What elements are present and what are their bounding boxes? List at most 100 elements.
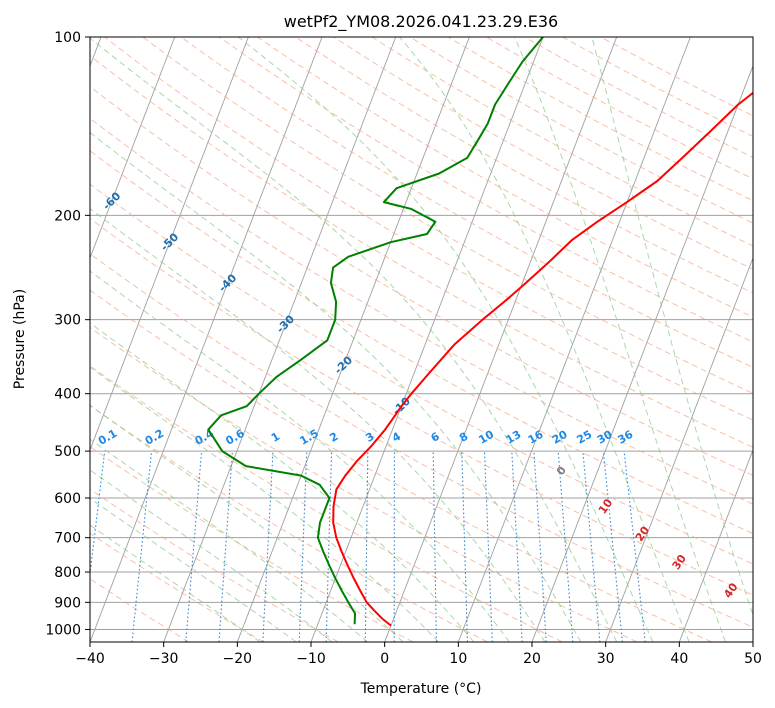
adiabat-label: 4 xyxy=(390,430,403,445)
dry-adiabat-line xyxy=(90,404,488,642)
dry-adiabat-line xyxy=(90,54,753,448)
moist-adiabat-line xyxy=(90,469,333,642)
temperature-profile xyxy=(332,91,753,627)
isotherm-line xyxy=(605,256,753,642)
y-tick-label: 500 xyxy=(54,444,81,460)
dry-adiabat-line xyxy=(104,37,753,421)
isotherm-line xyxy=(90,37,176,260)
mixing-ratio-line xyxy=(90,451,106,579)
dry-adiabat-line xyxy=(447,37,753,202)
chart-title: wetPf2_YM08.2026.041.23.29.E36 xyxy=(284,12,558,32)
x-tick-label: 40 xyxy=(670,651,688,667)
moist-adiabat-line xyxy=(90,404,404,642)
moist-adiabat-line xyxy=(90,208,546,642)
x-axis-label: Temperature (°C) xyxy=(360,681,482,697)
dry-adiabat-line xyxy=(257,37,753,318)
isotherm-line xyxy=(531,64,753,642)
dry-adiabat-line xyxy=(600,37,753,117)
moist-adiabat-line xyxy=(591,37,753,617)
adiabat-label: 40 xyxy=(721,580,741,600)
mixing-ratio-line xyxy=(185,451,203,642)
adiabat-label: 30 xyxy=(670,552,690,572)
dry-adiabat-line xyxy=(409,37,753,224)
dry-adiabat-line xyxy=(90,365,563,642)
adiabat-label: -60 xyxy=(100,189,123,212)
isotherm-line xyxy=(236,37,470,642)
dry-adiabat-line xyxy=(90,85,753,476)
isotherm-line xyxy=(384,37,618,642)
dry-adiabat-line xyxy=(90,217,753,596)
adiabat-label: 25 xyxy=(574,428,594,447)
mixing-ratio-line xyxy=(557,451,574,642)
y-axis-label: Pressure (hPa) xyxy=(12,289,28,389)
mixing-ratio-line xyxy=(432,451,437,642)
mixing-ratio-line xyxy=(364,451,369,642)
dry-adiabat-line xyxy=(524,37,753,159)
isotherm-line xyxy=(678,448,753,642)
y-tick-label: 200 xyxy=(54,208,81,224)
mixing-ratio-line xyxy=(602,451,623,642)
adiabat-label: -70 xyxy=(42,148,65,171)
adiabat-label: 2 xyxy=(327,430,340,445)
moist-adiabat-line xyxy=(90,438,368,642)
adiabat-label: 0.6 xyxy=(223,427,247,448)
moist-adiabat-line xyxy=(90,497,297,642)
x-tick-label: 10 xyxy=(449,651,467,667)
adiabat-label: 20 xyxy=(550,428,570,447)
dry-adiabat-line xyxy=(90,488,339,642)
dry-adiabat-line xyxy=(295,37,753,294)
moist-adiabat-line xyxy=(90,270,510,642)
adiabat-label: 8 xyxy=(457,430,470,445)
isotherm-line xyxy=(90,37,249,452)
mixing-ratio-line xyxy=(461,451,469,642)
dry-adiabat-line xyxy=(90,446,414,642)
x-tick-label: 0 xyxy=(380,651,389,667)
dry-adiabat-line xyxy=(90,117,753,505)
dry-adiabat-line xyxy=(90,578,190,642)
y-tick-label: 700 xyxy=(54,531,81,547)
moist-adiabat-line xyxy=(90,37,618,642)
adiabat-label: 1.5 xyxy=(297,427,320,448)
moist-adiabat-line xyxy=(90,366,439,642)
x-tick-label: −10 xyxy=(296,651,326,667)
dewpoint-profile xyxy=(207,37,544,625)
adiabat-label: 1 xyxy=(269,430,282,445)
mixing-ratio-line xyxy=(533,451,547,642)
dry-adiabat-line xyxy=(90,532,264,642)
moist-adiabat-line xyxy=(90,131,582,642)
isotherm-line xyxy=(752,640,753,642)
y-tick-label: 1000 xyxy=(45,622,81,638)
x-tick-label: −20 xyxy=(223,651,253,667)
adiabat-label: -40 xyxy=(216,271,239,294)
y-axis: 100 200 300 400 500 600 700 800 900 1000 xyxy=(45,30,90,638)
mixing-ratio-line xyxy=(623,451,646,642)
adiabat-label: -20 xyxy=(332,353,355,376)
x-axis: −40 −30 −20 −10 0 10 20 30 40 50 xyxy=(75,642,762,667)
moist-adiabat-line xyxy=(514,37,726,642)
y-tick-label: 400 xyxy=(54,387,81,403)
x-tick-label: 30 xyxy=(597,651,615,667)
moist-adiabat-line xyxy=(90,524,261,642)
mixing-ratio-line xyxy=(483,451,493,642)
plot-area: -100-90-80-70-60-50-40-30-20-100.10.20.4… xyxy=(0,37,753,642)
adiabat-label: 36 xyxy=(616,428,636,447)
adiabat-label: -30 xyxy=(274,312,297,335)
mixing-ratio-line xyxy=(262,451,274,642)
y-tick-label: 800 xyxy=(54,565,81,581)
mixing-ratio-line xyxy=(131,451,153,642)
adiabat-label: 10 xyxy=(596,496,616,516)
dry-adiabat-line xyxy=(218,37,753,343)
dry-adiabat-line xyxy=(333,37,753,270)
dry-adiabat-line xyxy=(90,253,753,628)
adiabat-label: 0.1 xyxy=(96,427,119,448)
isotherm-line xyxy=(163,37,397,642)
x-tick-label: 50 xyxy=(744,651,762,667)
dry-adiabat-line xyxy=(90,183,753,565)
x-tick-label: −30 xyxy=(149,651,179,667)
adiabat-label: -80 xyxy=(0,107,8,130)
isotherm-line xyxy=(457,37,691,642)
adiabat-label: 6 xyxy=(429,430,442,445)
x-tick-label: −40 xyxy=(75,651,105,667)
x-tick-label: 20 xyxy=(523,651,541,667)
